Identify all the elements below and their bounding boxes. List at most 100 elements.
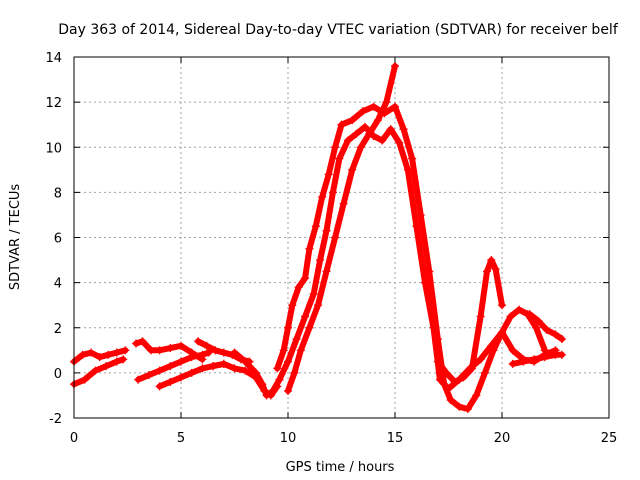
data-point [155,382,164,391]
data-point [382,98,391,107]
data-point [361,122,370,131]
data-point [348,116,357,125]
data-series [70,62,566,413]
data-point [420,278,429,287]
data-point [279,346,288,355]
series-line [71,356,127,388]
series-track-4 [134,348,213,384]
data-point [211,346,220,355]
data-point [296,346,305,355]
data-point [251,368,260,377]
data-point [134,375,143,384]
data-point [262,391,271,400]
data-point [369,102,378,111]
data-point [155,346,164,355]
data-point [275,375,284,384]
data-point [219,359,228,368]
data-point [198,350,207,359]
data-point [491,265,500,274]
data-point [119,355,128,364]
data-point [408,154,417,163]
x-tick-label: 15 [387,431,404,446]
data-point [166,362,175,371]
x-tick-label: 25 [601,431,618,446]
data-point [425,267,434,276]
data-point [318,192,327,201]
series-line [133,338,206,363]
data-point [476,355,485,364]
data-point [155,366,164,375]
data-point [358,107,367,116]
data-point [540,353,549,362]
data-point [198,364,207,373]
data-point [429,323,438,332]
data-point [339,199,348,208]
data-point [80,375,89,384]
data-point [316,256,325,265]
data-point [301,312,310,321]
data-point [241,366,250,375]
data-point [322,226,331,235]
series-track-14 [508,350,566,368]
data-point [515,305,524,314]
series-track-1 [70,346,130,366]
data-point [166,344,175,353]
y-tick-label: 12 [45,96,62,111]
data-point [403,165,412,174]
series-line [274,103,548,412]
data-point [373,116,382,125]
data-point [147,346,156,355]
data-point [468,364,477,373]
y-axis-label: SDTVAR / TECUs [8,184,23,291]
data-point [102,362,111,371]
series-line [276,123,559,392]
data-point [284,323,292,332]
data-point [177,341,185,350]
data-point [202,341,211,350]
y-tick-label: 6 [54,232,62,247]
data-point [557,350,566,359]
data-point [519,357,528,366]
data-point [269,386,278,395]
data-point [446,395,455,404]
data-point [288,301,297,310]
x-tick-label: 20 [494,431,511,446]
data-point [455,402,464,411]
data-point [506,312,515,321]
data-point [498,301,506,310]
series-track-8 [230,348,284,400]
y-tick-label: 0 [54,367,62,382]
data-point [335,154,344,163]
data-point [508,359,517,368]
series-line [434,257,505,385]
data-point [230,364,239,373]
data-point [530,355,539,364]
data-point [459,373,468,382]
y-tick-label: 8 [54,186,62,201]
data-point [391,102,399,111]
data-point [463,404,472,413]
y-tick-label: 10 [45,141,62,156]
data-point [166,377,175,386]
data-point [352,129,361,138]
data-point [258,380,267,389]
data-point [532,323,541,332]
data-point [95,353,104,362]
data-point [313,301,322,310]
data-point [450,377,459,386]
data-point [435,375,444,384]
x-tick-label: 5 [177,431,185,446]
series-track-10 [275,122,560,393]
data-point [284,357,292,366]
data-point [290,368,299,377]
data-point [356,143,365,152]
data-point [209,362,218,371]
data-point [187,368,196,377]
data-point [476,312,485,321]
data-point [112,348,121,357]
data-point [91,366,100,375]
data-point [498,328,506,337]
data-point [348,165,357,174]
data-point [194,337,203,346]
